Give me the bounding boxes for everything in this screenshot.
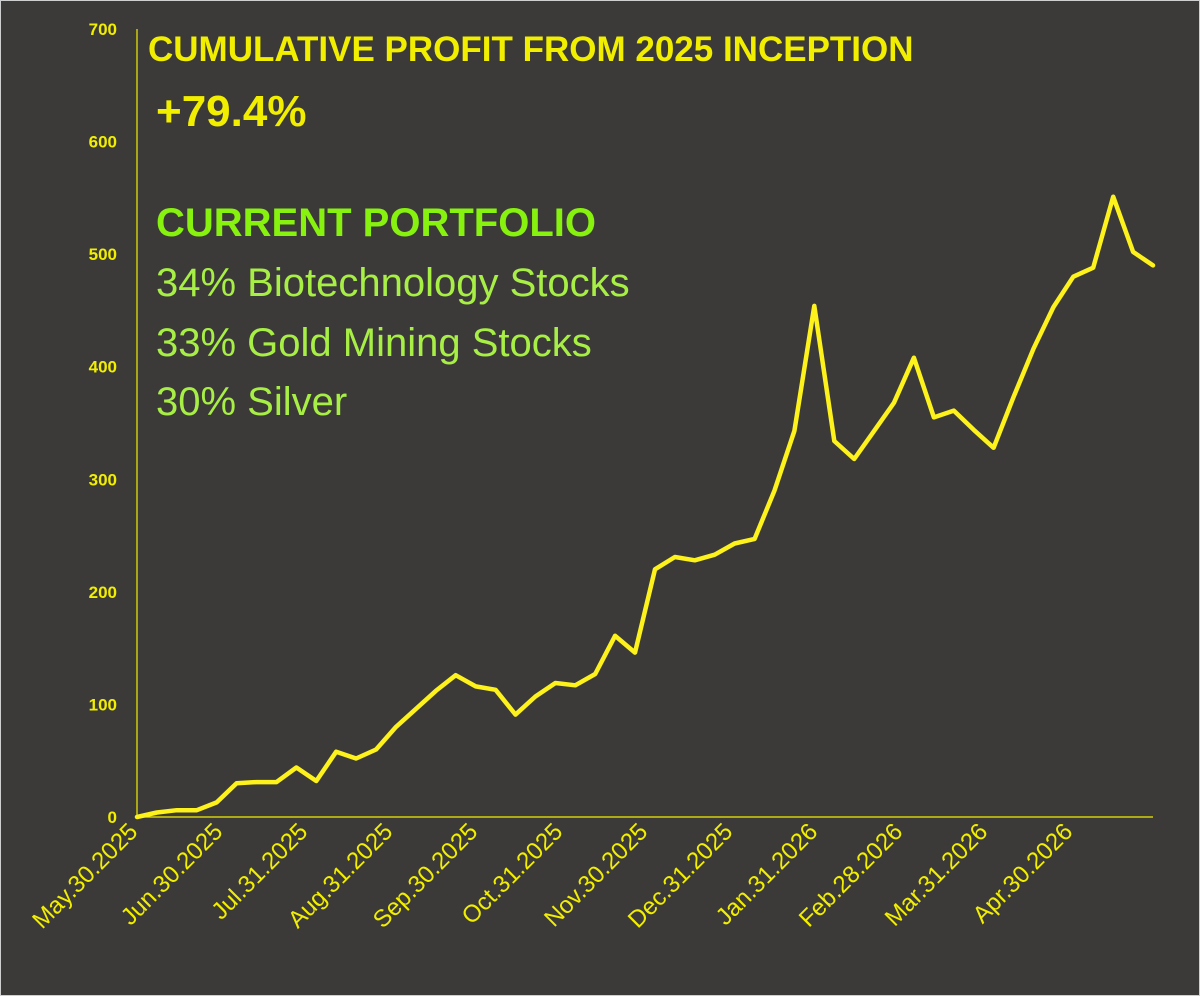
portfolio-item: 30% Silver [156, 380, 347, 424]
y-tick-label: 400 [89, 358, 117, 377]
y-tick-label: 500 [89, 245, 117, 264]
y-tick-label: 600 [89, 133, 117, 152]
y-tick-label: 300 [89, 470, 117, 489]
y-tick-label: 0 [108, 808, 117, 827]
portfolio-title: CURRENT PORTFOLIO [156, 201, 596, 245]
y-tick-label: 100 [89, 695, 117, 714]
y-tick-label: 700 [89, 20, 117, 39]
portfolio-item: 34% Biotechnology Stocks [156, 261, 630, 305]
y-tick-label: 200 [89, 583, 117, 602]
x-axis-ticks: May.30.2025Jun.30.2025Jul.31.2025Aug.31.… [27, 818, 1078, 934]
series-line [134, 194, 1156, 820]
chart-title: CUMULATIVE PROFIT FROM 2025 INCEPTION [148, 30, 914, 69]
portfolio-item: 33% Gold Mining Stocks [156, 321, 592, 365]
headline-value: +79.4% [156, 87, 306, 136]
y-axis-ticks: 0 100 200 300 400 500 600 700 [89, 20, 117, 827]
